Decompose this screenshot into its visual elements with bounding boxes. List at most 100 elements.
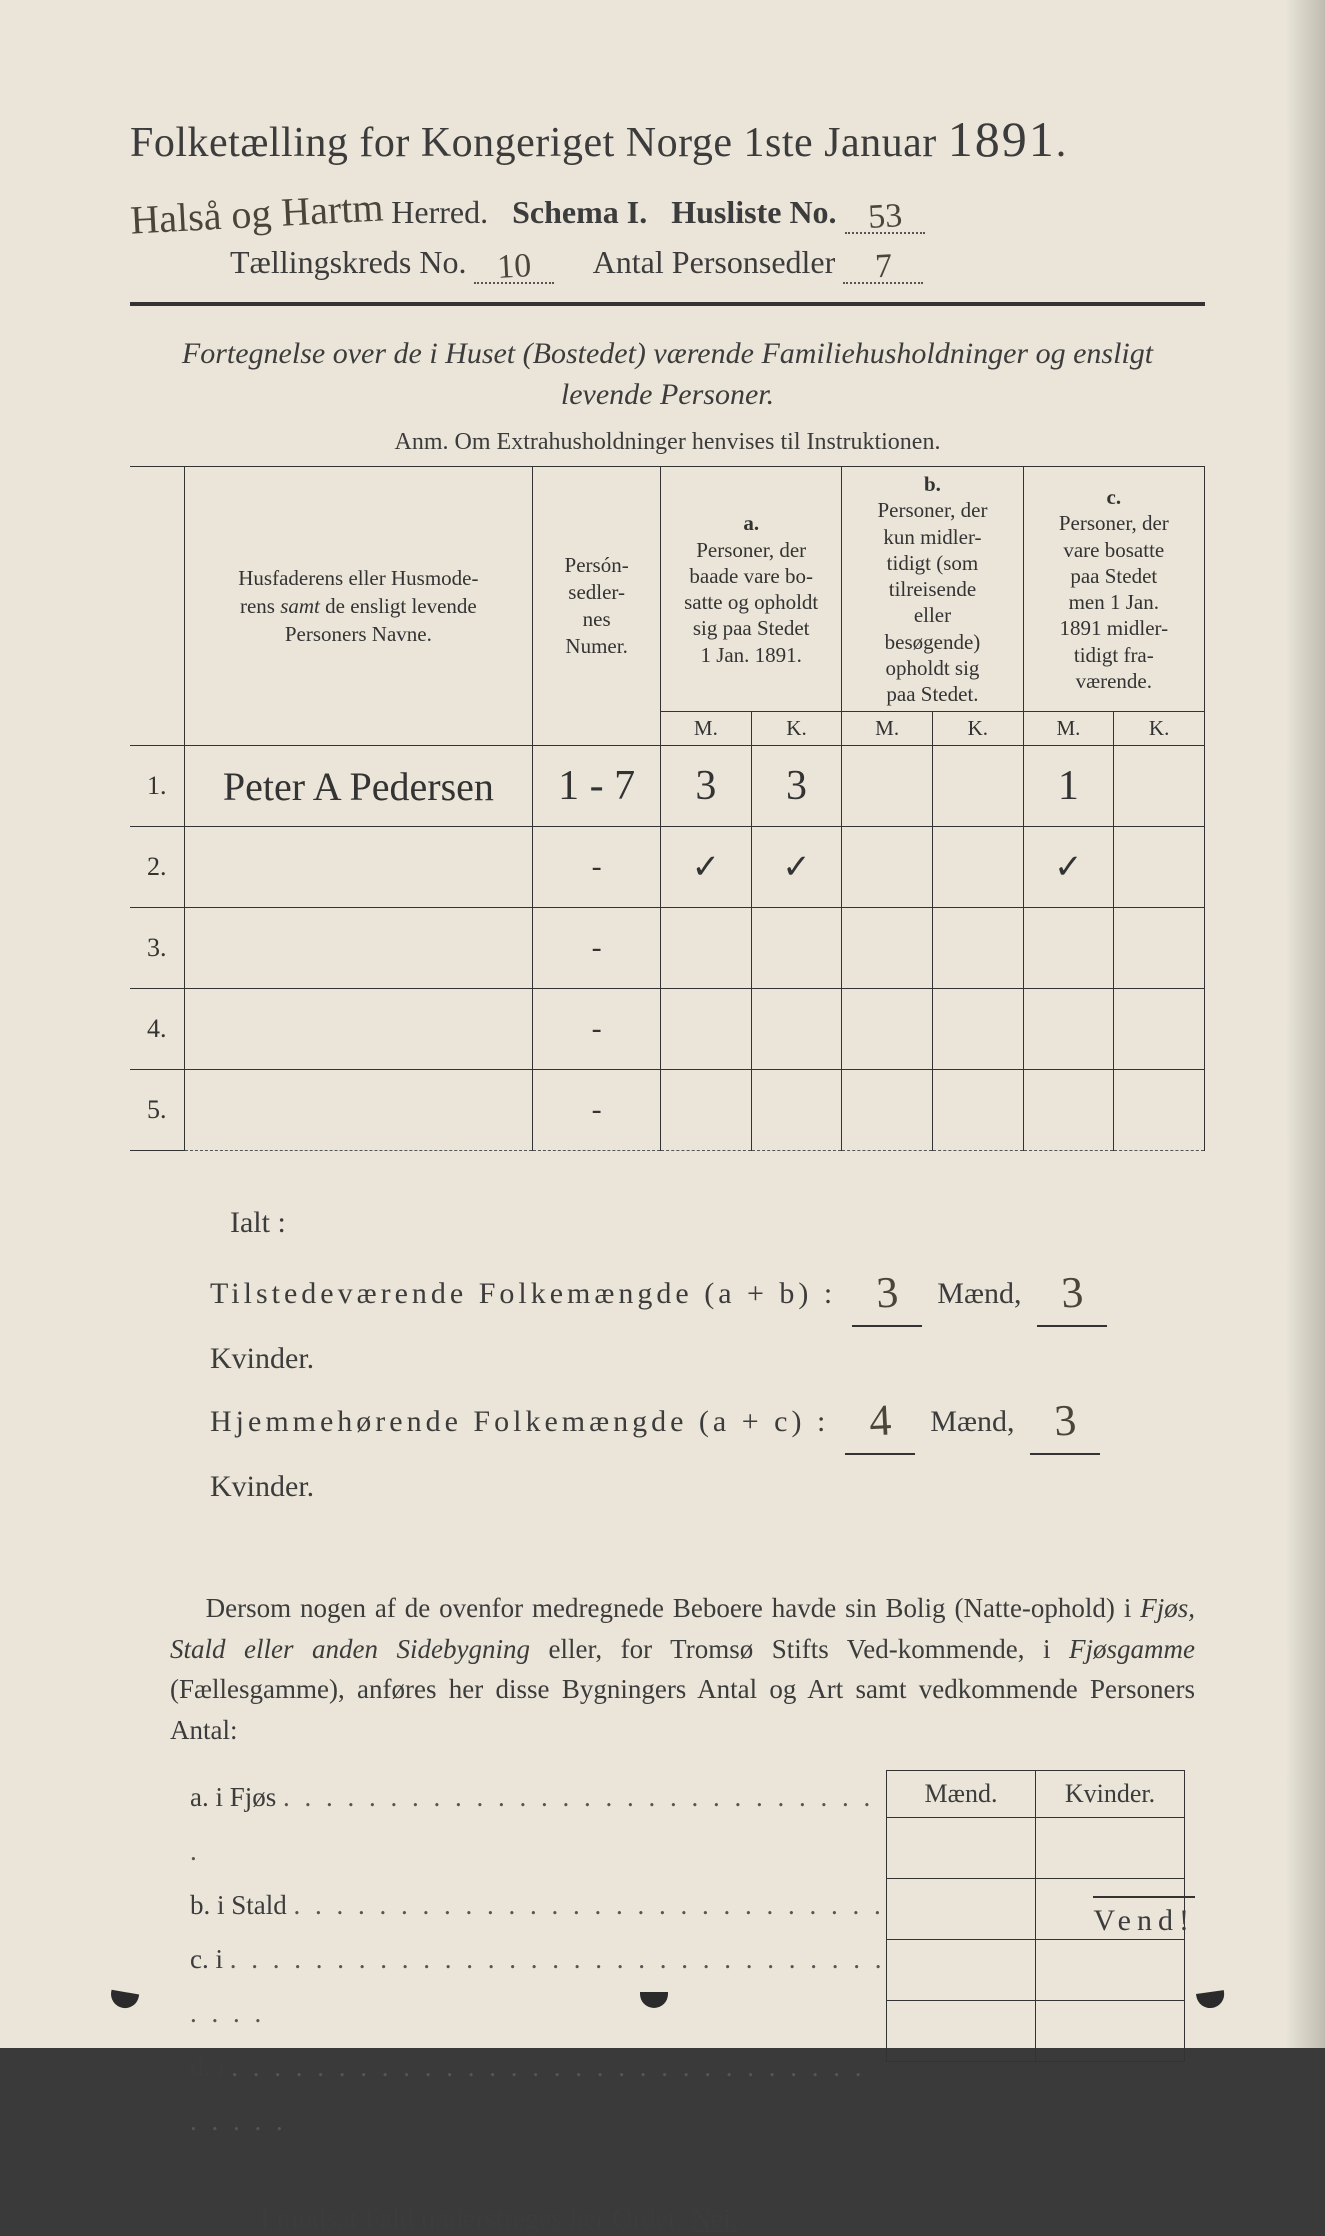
header-line-2: Tællingskreds No. 10 Antal Personsedler … bbox=[130, 244, 1205, 284]
husliste-no-slot: 53 bbox=[845, 194, 925, 234]
mk-section: a. i Fjøs . . . . . . . . . . . . . . . … bbox=[130, 1770, 1205, 2148]
modsat-text: I modsat Fald understreges her Ordet: bbox=[260, 2204, 684, 2235]
table-row: 5. - bbox=[130, 1070, 1205, 1151]
mk-header-m: Mænd. bbox=[887, 1771, 1036, 1818]
census-form-page: Folketælling for Kongeriget Norge 1ste J… bbox=[0, 0, 1325, 2048]
cell-aK bbox=[751, 1070, 842, 1151]
mk-cell bbox=[1036, 1818, 1185, 1879]
cell-cM bbox=[1023, 1070, 1114, 1151]
antal-slot: 7 bbox=[843, 244, 923, 284]
mk-row-a: a. i Fjøs . . . . . . . . . . . . . . . … bbox=[190, 1770, 886, 1878]
table-row: 1. Peter A Pedersen 1 - 7 3 3 1 bbox=[130, 746, 1205, 827]
col-header-names: Husfaderens eller Husmode-rens samt de e… bbox=[184, 467, 533, 746]
cell-bK bbox=[932, 746, 1023, 827]
cell-bM bbox=[842, 746, 933, 827]
herred-label: Herred. bbox=[391, 194, 488, 230]
row-number: 5. bbox=[130, 1070, 184, 1151]
mk-header-k: Kvinder. bbox=[1036, 1771, 1185, 1818]
cell-num: 1 - 7 bbox=[533, 746, 661, 827]
cell-aM: ✓ bbox=[661, 827, 752, 908]
dots: . . . . . . . . . . . . . . . . . . . . … bbox=[190, 2052, 866, 2136]
dots: . . . . . . . . . . . . . . . . . . . . … bbox=[190, 1944, 886, 2028]
fortegnelse-heading: Fortegnelse over de i Huset (Bostedet) v… bbox=[130, 334, 1205, 415]
mk-row-b-label: b. i Stald bbox=[190, 1890, 287, 1920]
cell-name: Peter A Pedersen bbox=[184, 746, 533, 827]
cell-cK bbox=[1114, 908, 1205, 989]
cell-num: - bbox=[533, 1070, 661, 1151]
husliste-no: 53 bbox=[867, 197, 903, 237]
ialt-line-ac: Hjemmehørende Folkemængde (a + c) : 4 Mæ… bbox=[210, 1390, 1205, 1518]
anm-note: Anm. Om Extrahusholdninger henvises til … bbox=[130, 429, 1205, 456]
cell-name bbox=[184, 908, 533, 989]
mk-cell bbox=[887, 2001, 1036, 2062]
husliste-label: Husliste No. bbox=[671, 194, 836, 230]
mk-labels: a. i Fjøs . . . . . . . . . . . . . . . … bbox=[130, 1770, 886, 2148]
cell-bM bbox=[842, 827, 933, 908]
schema-label: Schema I. bbox=[512, 194, 647, 230]
dersom-paragraph: Dersom nogen af de ovenfor medregnede Be… bbox=[130, 1588, 1205, 1750]
col-header-numer: Persón-sedler-nesNumer. bbox=[533, 467, 661, 746]
col-header-group-b: b. Personer, derkun midler-tidigt (somti… bbox=[842, 467, 1023, 712]
kvinder-label-2: Kvinder. bbox=[210, 1470, 314, 1503]
mk-row-c: c. i . . . . . . . . . . . . . . . . . .… bbox=[190, 1932, 886, 2040]
cell-name bbox=[184, 1070, 533, 1151]
page-title: Folketælling for Kongeriget Norge 1ste J… bbox=[130, 110, 1205, 168]
hd-a-m: M. bbox=[661, 712, 752, 746]
title-year: 1891 bbox=[948, 111, 1056, 167]
cell-aK: ✓ bbox=[751, 827, 842, 908]
cell-aM: 3 bbox=[661, 746, 752, 827]
ialt-ac-k-slot: 3 bbox=[1030, 1390, 1100, 1455]
col-header-group-a: a. Personer, derbaade vare bo-satte og o… bbox=[661, 467, 842, 712]
kvinder-label: Kvinder. bbox=[210, 1342, 314, 1375]
cell-cM bbox=[1023, 989, 1114, 1070]
hd-b-m: M. bbox=[842, 712, 933, 746]
grp-c-label: c. bbox=[1107, 485, 1122, 509]
ialt-section: Ialt : Tilstedeværende Folkemængde (a + … bbox=[130, 1191, 1205, 1518]
cell-aK bbox=[751, 989, 842, 1070]
cell-bK bbox=[932, 1070, 1023, 1151]
main-table: Husfaderens eller Husmode-rens samt de e… bbox=[130, 466, 1205, 1151]
cell-num: - bbox=[533, 989, 661, 1070]
mk-row-d: d. i . . . . . . . . . . . . . . . . . .… bbox=[190, 2040, 886, 2148]
grp-a-label: a. bbox=[743, 511, 759, 535]
hd-b-k: K. bbox=[932, 712, 1023, 746]
cell-cM: 1 bbox=[1023, 746, 1114, 827]
mk-cell bbox=[887, 1940, 1036, 2001]
ialt-ac-m-slot: 4 bbox=[845, 1390, 915, 1455]
dots: . . . . . . . . . . . . . . . . . . . . … bbox=[190, 1782, 874, 1866]
cell-cM bbox=[1023, 908, 1114, 989]
mk-row-d-label: d. i bbox=[190, 2052, 225, 2082]
cell-cM: ✓ bbox=[1023, 827, 1114, 908]
ialt-line-ab: Tilstedeværende Folkemængde (a + b) : 3 … bbox=[210, 1262, 1205, 1390]
cell-name bbox=[184, 989, 533, 1070]
cell-num: - bbox=[533, 827, 661, 908]
page-shadow bbox=[1285, 0, 1325, 2048]
mk-cell bbox=[887, 1879, 1036, 1940]
cell-num: - bbox=[533, 908, 661, 989]
title-period: . bbox=[1056, 120, 1067, 166]
ialt-heading: Ialt : bbox=[210, 1191, 1205, 1254]
cell-aM bbox=[661, 1070, 752, 1151]
title-prefix: Folketælling for Kongeriget Norge 1ste J… bbox=[130, 120, 937, 166]
cell-aM bbox=[661, 908, 752, 989]
header-line-1: Halså og Hartm Herred. Schema I. Huslist… bbox=[130, 186, 1205, 234]
herred-handwritten: Halså og Hartm bbox=[129, 183, 384, 243]
ialt-ac-m: 4 bbox=[868, 1408, 891, 1436]
cell-name bbox=[184, 827, 533, 908]
hd-c-m: M. bbox=[1023, 712, 1114, 746]
cell-bK bbox=[932, 827, 1023, 908]
mk-cell bbox=[887, 1818, 1036, 1879]
cell-cK bbox=[1114, 1070, 1205, 1151]
row-number: 4. bbox=[130, 989, 184, 1070]
table-row: 4. - bbox=[130, 989, 1205, 1070]
ialt-ab-k: 3 bbox=[1060, 1280, 1083, 1308]
cell-cK bbox=[1114, 989, 1205, 1070]
row-number: 2. bbox=[130, 827, 184, 908]
ialt-ab-label: Tilstedeværende Folkemængde (a + b) : bbox=[210, 1277, 836, 1310]
ialt-ac-label: Hjemmehørende Folkemængde (a + c) : bbox=[210, 1405, 829, 1438]
cell-cK bbox=[1114, 827, 1205, 908]
ialt-ab-m-slot: 3 bbox=[852, 1262, 922, 1327]
kreds-no-slot: 10 bbox=[474, 244, 554, 284]
grp-b-label: b. bbox=[924, 472, 941, 496]
ialt-ab-k-slot: 3 bbox=[1037, 1262, 1107, 1327]
